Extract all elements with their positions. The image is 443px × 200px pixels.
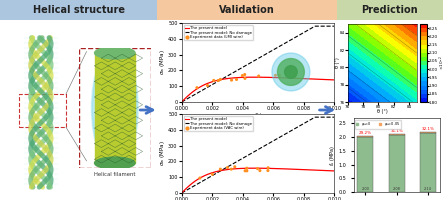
Bar (389, 135, 404, 192)
Text: Prediction: Prediction (361, 5, 418, 15)
Point (215, 79, 222, 82)
Point (272, 74, 279, 77)
Text: Validation: Validation (219, 5, 275, 15)
Point (239, 74, 246, 77)
Point (204, 84, 211, 87)
Point (241, 169, 249, 172)
Point (264, 169, 272, 172)
Bar (389, 134, 404, 135)
Point (254, 167, 261, 170)
Y-axis label: $f_u$ (MPa): $f_u$ (MPa) (328, 144, 337, 166)
Point (256, 169, 264, 172)
X-axis label: $\varepsilon_d$: $\varepsilon_d$ (254, 111, 262, 119)
Point (241, 73, 248, 76)
Text: 2.00: 2.00 (361, 187, 369, 191)
Point (231, 165, 238, 168)
Text: 29.2%: 29.2% (359, 131, 372, 135)
Y-axis label: $\sigma_w$ (MPa): $\sigma_w$ (MPa) (158, 50, 167, 75)
Bar (420, 132, 436, 133)
Y-axis label: θ (°): θ (°) (335, 58, 340, 68)
Legend: The present model, The present model: No damage, Experiment data (LMI wire): The present model, The present model: No… (183, 25, 253, 40)
Text: Helical structure: Helical structure (33, 5, 124, 15)
Text: 31.1%: 31.1% (390, 129, 403, 133)
Y-axis label: $\times 10^{-2}$: $\times 10^{-2}$ (438, 56, 443, 70)
X-axis label: θ (°): θ (°) (377, 109, 388, 114)
Legend: $\varphi_d$=0, $\varphi_d$=0.05: $\varphi_d$=0, $\varphi_d$=0.05 (355, 120, 401, 129)
Point (241, 77, 249, 80)
Bar (420, 133, 436, 192)
Point (255, 74, 262, 78)
Point (217, 78, 224, 81)
Text: 32.1%: 32.1% (422, 127, 435, 131)
Point (228, 168, 235, 171)
Text: 2.08: 2.08 (393, 187, 400, 191)
Point (209, 173, 216, 176)
Point (217, 168, 224, 171)
Text: 2.14: 2.14 (424, 187, 432, 191)
Point (210, 79, 217, 82)
Point (194, 86, 201, 89)
Point (233, 78, 240, 81)
Point (264, 166, 272, 169)
Point (196, 176, 203, 180)
Point (243, 169, 250, 172)
Point (243, 167, 250, 170)
Bar (358, 137, 373, 192)
Text: Helical filament: Helical filament (94, 172, 136, 177)
Bar (358, 136, 373, 137)
Y-axis label: $\sigma_w$ (MPa): $\sigma_w$ (MPa) (158, 141, 167, 166)
Point (276, 74, 283, 77)
Point (224, 166, 231, 169)
Bar (19, 94, 66, 127)
Legend: The present model, The present model: No damage, Experiment data (VAC wire): The present model, The present model: No… (183, 116, 253, 131)
Point (228, 79, 235, 82)
